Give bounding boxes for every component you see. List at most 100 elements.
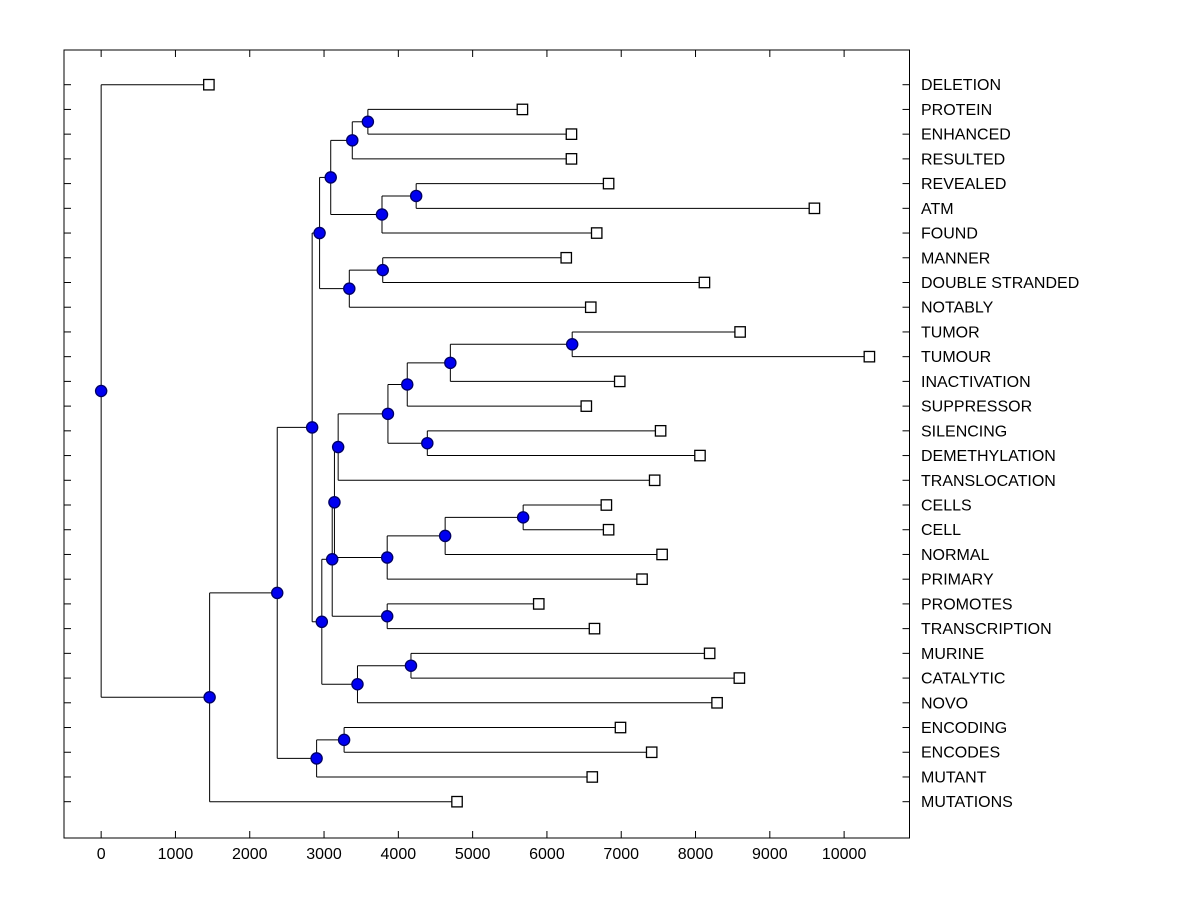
branch-node-marker	[380, 610, 394, 623]
x-tick-label: 10000	[822, 846, 867, 863]
leaf-node-marker	[565, 128, 578, 140]
leaf-label: NOTABLY	[921, 300, 994, 317]
leaf-node-marker	[590, 227, 603, 239]
leaf-node-marker	[580, 400, 593, 412]
leaf-label: INACTIVATION	[921, 374, 1031, 391]
leaf-node-marker	[694, 449, 706, 462]
leaf-node-marker	[703, 647, 716, 660]
leaf-node-marker	[584, 301, 597, 314]
leaf-node-marker	[602, 177, 615, 190]
branch-node-marker	[375, 208, 389, 221]
branch-node-marker	[310, 752, 323, 765]
leaf-node-marker	[203, 78, 215, 91]
branch-node-marker	[380, 551, 394, 564]
leaf-node-marker	[733, 672, 746, 684]
label-layer: 0 1000 2000 3000 4000 5000 6000 7000 8000 9000 100…	[97, 77, 1080, 863]
x-tick-label: 0	[97, 846, 106, 863]
leaf-node-marker	[565, 153, 578, 165]
leaf-label: PROTEIN	[921, 102, 992, 119]
x-tick-label: 1000	[158, 846, 194, 863]
branch-node-marker	[328, 496, 341, 509]
leaf-label: SILENCING	[921, 423, 1007, 440]
branch-node-marker	[361, 115, 375, 129]
branch-node-marker	[343, 282, 356, 295]
leaf-node-marker	[863, 350, 876, 363]
branch-node-marker	[331, 440, 345, 454]
leaf-node-marker	[614, 721, 627, 734]
branch-node-marker	[315, 615, 329, 629]
leaf-node-marker	[560, 251, 573, 264]
branch-node-marker	[444, 356, 457, 370]
leaf-label: NORMAL	[921, 547, 990, 564]
branch-node-marker	[381, 407, 395, 421]
leaf-label: CATALYTIC	[921, 671, 1005, 688]
leaf-label: TRANSCRIPTION	[921, 621, 1052, 638]
leaf-label: ENCODING	[921, 720, 1007, 737]
leaf-label: ENCODES	[921, 745, 1000, 762]
leaf-label: MUTATIONS	[921, 794, 1013, 811]
leaf-node-marker	[698, 276, 711, 289]
leaf-node-marker	[532, 598, 545, 610]
leaf-label: FOUND	[921, 226, 978, 243]
leaf-node-marker	[613, 375, 626, 388]
leaf-label: TUMOUR	[921, 349, 991, 366]
axes-layer	[63, 49, 910, 839]
leaf-label: TUMOR	[921, 324, 980, 341]
leaf-label: MANNER	[921, 250, 990, 267]
leaf-label: DELETION	[921, 77, 1001, 94]
branch-node-marker	[351, 678, 364, 691]
x-tick-label: 6000	[529, 846, 565, 863]
leaf-node-marker	[808, 202, 821, 215]
leaf-label: PRIMARY	[921, 572, 994, 589]
leaf-label: ENHANCED	[921, 127, 1011, 144]
leaf-label: NOVO	[921, 695, 968, 712]
leaf-node-marker	[656, 548, 668, 561]
leaf-label: TRANSLOCATION	[921, 473, 1056, 490]
branch-node-marker	[313, 226, 326, 240]
x-tick-label: 2000	[232, 846, 268, 863]
branch-node-marker	[337, 733, 351, 747]
leaf-label: MUTANT	[921, 769, 987, 786]
leaf-label: PROMOTES	[921, 596, 1013, 613]
leaf-label: CELL	[921, 522, 961, 539]
leaf-node-marker	[711, 696, 723, 709]
branch-node-marker	[325, 553, 339, 566]
leaf-node-marker	[602, 523, 615, 536]
branch-node-marker	[305, 421, 319, 434]
branch-node-marker	[421, 436, 434, 450]
branch-node-marker	[404, 659, 418, 672]
marker-layer	[94, 78, 876, 808]
leaf-label: REVEALED	[921, 176, 1006, 193]
leaf-node-marker	[636, 573, 648, 586]
branch-node-marker	[376, 263, 389, 277]
leaf-node-marker	[645, 746, 658, 759]
leaf-node-marker	[516, 103, 529, 116]
leaf-node-marker	[734, 326, 746, 338]
leaf-node-marker	[451, 795, 463, 808]
leaf-label: DOUBLE STRANDED	[921, 275, 1079, 292]
branch-node-marker	[409, 189, 423, 203]
axes-box	[63, 49, 910, 839]
leaf-label: SUPPRESSOR	[921, 399, 1032, 416]
x-tick-label: 9000	[752, 846, 788, 863]
branch-node-marker	[565, 338, 579, 351]
branch-node-marker	[516, 511, 530, 524]
leaf-node-marker	[648, 474, 661, 487]
branch-node-marker	[270, 586, 284, 600]
branch-node-marker	[94, 384, 108, 398]
branch-node-marker	[438, 529, 452, 543]
leaf-label: CELLS	[921, 498, 972, 515]
branch-node-marker	[324, 171, 337, 184]
x-tick-label: 7000	[603, 846, 639, 863]
leaf-label: DEMETHYLATION	[921, 448, 1056, 465]
leaf-node-marker	[586, 771, 599, 783]
x-tick-label: 3000	[306, 846, 342, 863]
branch-node-marker	[346, 134, 359, 147]
branch-node-marker	[401, 378, 414, 391]
leaf-node-marker	[654, 424, 667, 437]
branch-node-marker	[203, 691, 216, 704]
leaf-label: MURINE	[921, 646, 984, 663]
leaf-node-marker	[600, 499, 613, 511]
leaf-node-marker	[588, 622, 601, 635]
